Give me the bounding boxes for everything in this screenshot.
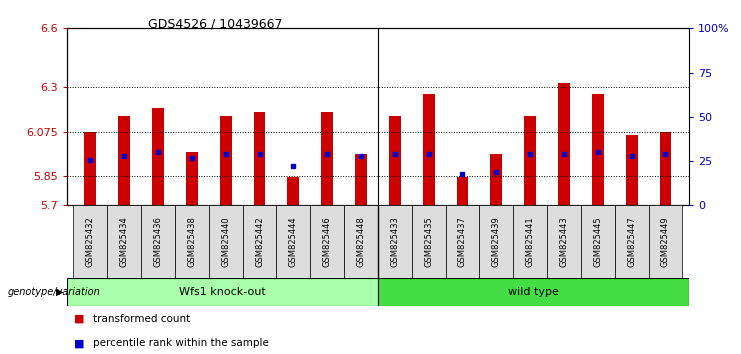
Text: GSM825442: GSM825442 (255, 216, 264, 267)
Bar (242, 205, 276, 278)
Bar (209, 205, 242, 278)
Text: GSM825434: GSM825434 (120, 216, 129, 267)
Bar (581, 205, 615, 278)
Bar (659, 132, 671, 205)
Bar (119, 116, 130, 205)
Bar (378, 278, 689, 306)
Bar (220, 116, 232, 205)
Text: ▶: ▶ (56, 287, 63, 297)
Text: GSM825433: GSM825433 (391, 216, 399, 267)
Text: GSM825441: GSM825441 (525, 216, 535, 267)
Bar (84, 132, 96, 205)
Bar (625, 135, 637, 205)
Bar (389, 116, 401, 205)
Text: GSM825447: GSM825447 (627, 216, 636, 267)
Text: GSM825444: GSM825444 (289, 216, 298, 267)
Bar (175, 205, 209, 278)
Bar (378, 205, 412, 278)
Text: transformed count: transformed count (93, 314, 190, 324)
Text: GSM825440: GSM825440 (221, 216, 230, 267)
Text: GSM825438: GSM825438 (187, 216, 196, 267)
Bar (412, 205, 445, 278)
Text: Wfs1 knock-out: Wfs1 knock-out (179, 287, 266, 297)
Bar (592, 94, 604, 205)
Text: GSM825435: GSM825435 (424, 216, 433, 267)
Text: GSM825443: GSM825443 (559, 216, 568, 267)
Text: ■: ■ (74, 338, 84, 348)
Bar (67, 278, 378, 306)
Text: GSM825445: GSM825445 (594, 216, 602, 267)
Bar (524, 116, 536, 205)
Text: genotype/variation: genotype/variation (7, 287, 100, 297)
Text: GDS4526 / 10439667: GDS4526 / 10439667 (148, 18, 283, 31)
Bar (276, 205, 310, 278)
Bar (141, 205, 175, 278)
Bar (445, 205, 479, 278)
Text: percentile rank within the sample: percentile rank within the sample (93, 338, 268, 348)
Text: GSM825446: GSM825446 (322, 216, 332, 267)
Bar (648, 205, 682, 278)
Bar (479, 205, 514, 278)
Bar (558, 84, 570, 205)
Bar (422, 94, 434, 205)
Bar (344, 205, 378, 278)
Text: ■: ■ (74, 314, 84, 324)
Bar (615, 205, 648, 278)
Text: GSM825432: GSM825432 (86, 216, 95, 267)
Text: GSM825437: GSM825437 (458, 216, 467, 267)
Bar (310, 205, 344, 278)
Bar (152, 108, 164, 205)
Bar (322, 112, 333, 205)
Text: GSM825439: GSM825439 (492, 216, 501, 267)
Bar (107, 205, 141, 278)
Bar (186, 152, 198, 205)
Bar (355, 154, 367, 205)
Bar (547, 205, 581, 278)
Bar (491, 154, 502, 205)
Text: GSM825449: GSM825449 (661, 216, 670, 267)
Bar (456, 177, 468, 205)
Text: wild type: wild type (508, 287, 559, 297)
Bar (514, 205, 547, 278)
Bar (253, 112, 265, 205)
Text: GSM825448: GSM825448 (356, 216, 365, 267)
Bar (288, 177, 299, 205)
Bar (73, 205, 107, 278)
Text: GSM825436: GSM825436 (153, 216, 162, 267)
